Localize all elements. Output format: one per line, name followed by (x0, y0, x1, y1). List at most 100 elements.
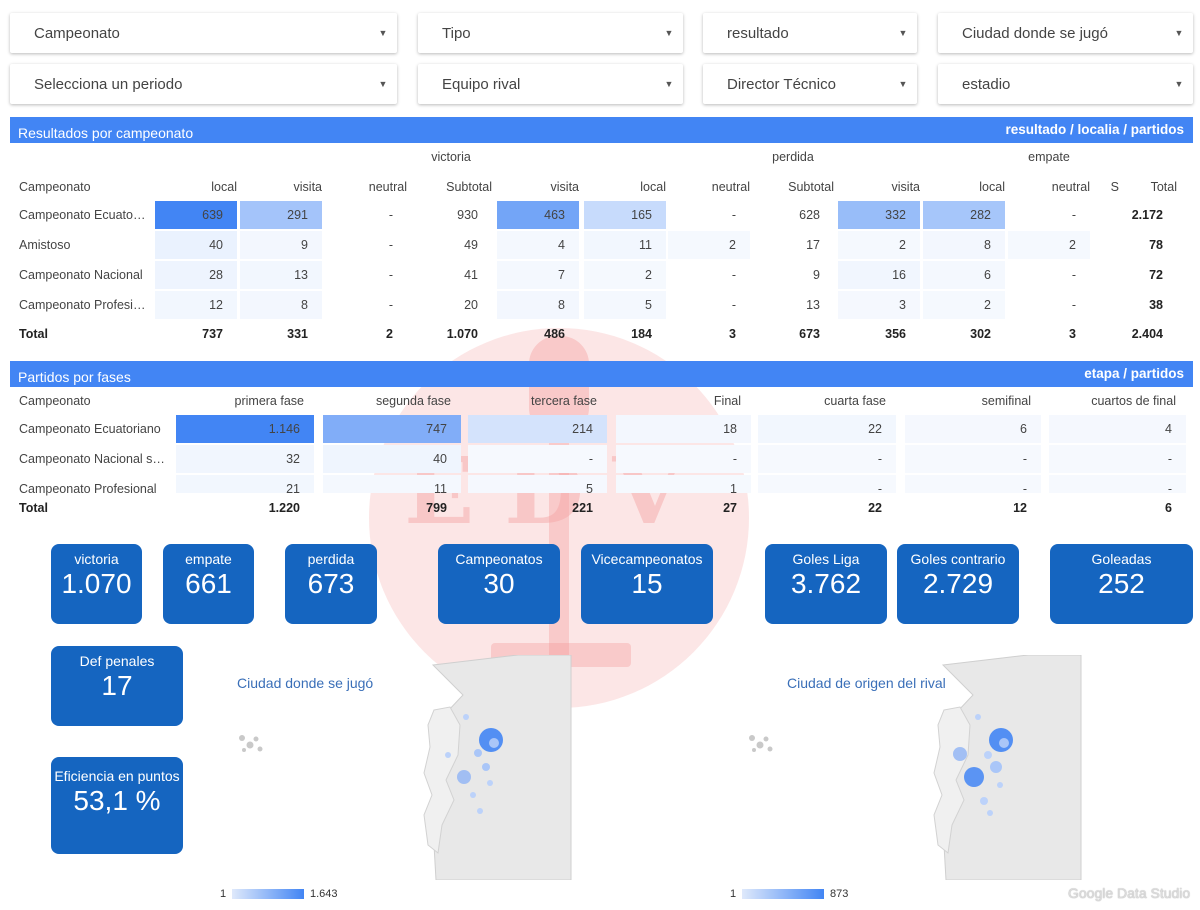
filter-dropdown-3[interactable]: resultado ▼ (703, 13, 917, 53)
results-col-header: local (979, 180, 1005, 194)
results-cell: 332 (885, 208, 906, 222)
phases-cell: 5 (586, 482, 593, 496)
filter-dropdown-4[interactable]: Ciudad donde se jugó ▼ (938, 13, 1193, 53)
results-cell: 9 (813, 268, 820, 282)
caret-down-icon[interactable]: ▼ (898, 79, 908, 89)
results-row-name: Amistoso (19, 238, 71, 252)
filter-dropdown-7[interactable]: Director Técnico ▼ (703, 64, 917, 104)
map-bubbles-rival (953, 714, 1013, 816)
phases-col-header: Campeonato (19, 394, 91, 408)
results-col-header: Subtotal (446, 180, 492, 194)
results-cell: 8 (301, 298, 308, 312)
results-total-cell: 3 (729, 327, 736, 341)
filter-dropdown-6[interactable]: Equipo rival ▼ (418, 64, 683, 104)
filter-label: resultado (727, 24, 789, 42)
results-cell: 2 (1069, 238, 1076, 252)
heatmap-cell (240, 291, 322, 319)
phases-title: Partidos por fases (18, 369, 131, 385)
map-played-city[interactable] (228, 655, 573, 880)
heatmap-cell (323, 415, 461, 443)
results-col-header: local (211, 180, 237, 194)
heatmap-cell (758, 445, 896, 473)
heatmap-cell (923, 261, 1005, 289)
phases-row-name: Campeonato Ecuatoriano (19, 422, 161, 436)
results-total-cell: 737 (202, 327, 223, 341)
filter-dropdown-1[interactable]: Campeonato ▼ (10, 13, 397, 53)
phases-col-header: primera fase (234, 394, 304, 408)
caret-down-icon[interactable]: ▼ (1174, 28, 1184, 38)
results-cell: 2 (729, 238, 736, 252)
results-cell: 5 (645, 298, 652, 312)
filter-dropdown-2[interactable]: Tipo ▼ (418, 13, 683, 53)
google-data-studio-logo: Google Data Studio (1068, 885, 1191, 901)
kpi-card-eficiencia-en-puntos: Eficiencia en puntos 53,1 % (51, 757, 183, 854)
heatmap-cell (1008, 231, 1090, 259)
results-cell: 11 (639, 238, 652, 252)
results-total-cell: 331 (287, 327, 308, 341)
results-cell (1093, 231, 1105, 259)
map-rival-city[interactable] (738, 655, 1083, 880)
phases-cell: 1.146 (268, 422, 300, 436)
kpi-label: Goleadas (1091, 551, 1152, 567)
results-cell: 463 (544, 208, 565, 222)
results-cell: 16 (892, 268, 906, 282)
results-total-cell (1093, 320, 1105, 348)
caret-down-icon[interactable]: ▼ (378, 28, 388, 38)
kpi-card-perdida: perdida 673 (285, 544, 377, 624)
heatmap-cell (176, 475, 314, 493)
phases-total-cell: 799 (426, 501, 447, 515)
heatmap-cell (1049, 445, 1186, 473)
results-total-cell: 673 (799, 327, 820, 341)
results-cell: 7 (558, 268, 565, 282)
heatmap-cell (176, 445, 314, 473)
results-cell (1093, 261, 1105, 289)
results-cell: - (731, 208, 736, 222)
phases-cell: 747 (426, 422, 447, 436)
map1-legend-max: 1.643 (310, 888, 338, 900)
kpi-value: 3.762 (790, 568, 862, 599)
phases-cell: 22 (868, 422, 882, 436)
filter-dropdown-8[interactable]: estadio ▼ (938, 64, 1193, 104)
phases-total-cell: 6 (1165, 501, 1172, 515)
phases-col-header: tercera fase (530, 394, 597, 408)
results-col-header: Total (1150, 180, 1177, 194)
results-cell: 639 (202, 208, 223, 222)
phases-cell: 18 (723, 422, 737, 436)
results-row-name: Campeonato Profesional (19, 298, 149, 312)
results-row-name: Campeonato Ecuatoriano (19, 208, 149, 222)
results-cell: 13 (806, 298, 820, 312)
heatmap-cell (923, 231, 1005, 259)
phases-total-cell: 1.220 (268, 501, 300, 515)
filter-label: Tipo (442, 24, 471, 42)
phases-cell: - (877, 482, 882, 496)
caret-down-icon[interactable]: ▼ (1174, 79, 1184, 89)
phases-cell: 21 (286, 482, 300, 496)
heatmap-cell (155, 201, 237, 229)
kpi-value: 1.070 (61, 568, 132, 599)
results-total-label: Total (19, 327, 48, 341)
heatmap-cell (905, 415, 1041, 443)
filter-label: Selecciona un periodo (34, 75, 183, 93)
results-cell: 9 (301, 238, 308, 252)
caret-down-icon[interactable]: ▼ (664, 79, 674, 89)
phases-cell: 11 (434, 482, 447, 496)
results-cell: 628 (799, 208, 820, 222)
phases-cell: - (732, 452, 737, 466)
heatmap-cell (584, 261, 666, 289)
kpi-card-goles-liga: Goles Liga 3.762 (765, 544, 887, 624)
filter-dropdown-5[interactable]: Selecciona un periodo ▼ (10, 64, 397, 104)
results-cell: - (388, 238, 393, 252)
phases-cell: - (1022, 482, 1027, 496)
filter-label: estadio (962, 75, 1011, 93)
results-cell: - (1071, 268, 1076, 282)
results-cell: 165 (631, 208, 652, 222)
heatmap-cell (668, 231, 750, 259)
results-cell: 38 (1149, 298, 1163, 312)
caret-down-icon[interactable]: ▼ (664, 28, 674, 38)
caret-down-icon[interactable]: ▼ (898, 28, 908, 38)
map1-legend-min: 1 (220, 888, 227, 900)
map2-legend-max: 873 (830, 888, 849, 900)
kpi-value: 17 (101, 670, 133, 701)
caret-down-icon[interactable]: ▼ (378, 79, 388, 89)
phases-row-name: Campeonato Nacional serie (19, 452, 169, 466)
